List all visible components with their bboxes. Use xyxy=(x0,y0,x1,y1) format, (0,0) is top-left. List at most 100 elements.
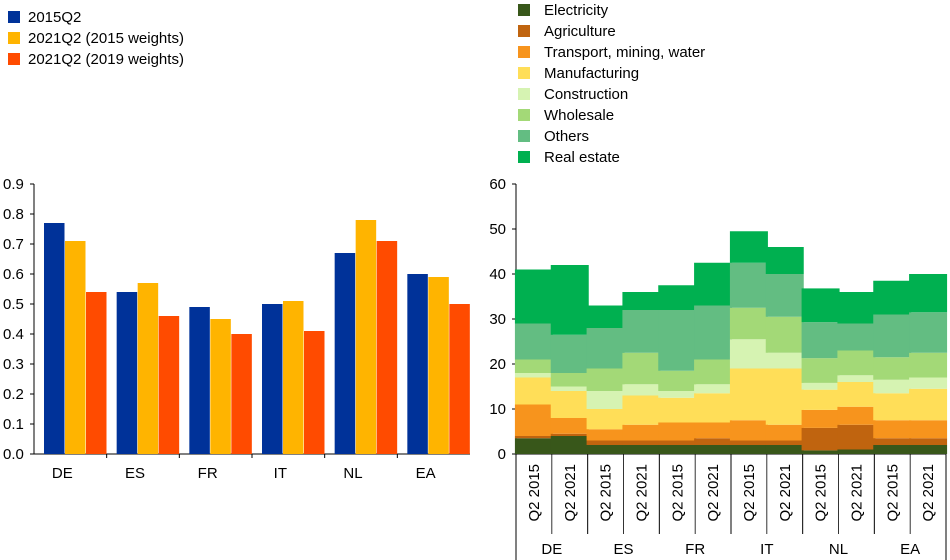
segment-fr-2021-agriculture xyxy=(694,438,733,445)
segment-de-2015-real-estate xyxy=(514,269,553,324)
segment-nl-2021-agriculture xyxy=(837,424,876,450)
segment-it-2015-others xyxy=(729,262,768,308)
bar-it-series-2 xyxy=(283,301,304,454)
segment-it-2015-wholesale xyxy=(729,307,768,340)
x-category-label: DE xyxy=(52,465,73,482)
segment-fr-2015-transport-mining-water xyxy=(658,422,697,441)
segment-de-2015-wholesale xyxy=(514,359,553,373)
legend-swatch-real-estate xyxy=(518,151,530,163)
segment-it-2021-others xyxy=(765,274,804,317)
legend-label-agriculture: Agriculture xyxy=(544,23,616,40)
segment-nl-2021-wholesale xyxy=(837,350,876,376)
x-tick-label: Q2 2021 xyxy=(848,464,865,522)
legend-swatch-wholesale xyxy=(518,109,530,121)
x-tick-label: Q2 2021 xyxy=(633,464,650,522)
y-tick-label: 0.1 xyxy=(3,416,24,433)
bar-nl-series-2 xyxy=(355,220,377,454)
segment-fr-2015-construction xyxy=(658,391,697,398)
y-tick-label: 0.5 xyxy=(3,296,24,313)
segment-fr-2021-manufacturing xyxy=(694,393,733,423)
legend-swatch-manufacturing xyxy=(518,67,530,79)
segment-nl-2021-transport-mining-water xyxy=(837,406,876,425)
segment-de-2015-others xyxy=(514,323,553,360)
segment-de-2015-construction xyxy=(514,373,553,378)
segment-fr-2021-wholesale xyxy=(694,359,733,385)
x-tick-label: Q2 2021 xyxy=(920,464,937,522)
segment-nl-2021-construction xyxy=(837,375,876,382)
bar-es-series-3 xyxy=(158,316,180,454)
y-tick-label: 10 xyxy=(489,401,506,418)
segment-es-2015-wholesale xyxy=(586,368,625,391)
segment-ea-2015-wholesale xyxy=(873,357,912,380)
segment-ea-2021-real-estate xyxy=(909,274,948,313)
y-tick-label: 60 xyxy=(489,176,506,193)
segment-fr-2015-others xyxy=(658,310,697,371)
y-tick-label: 0.9 xyxy=(3,176,24,193)
bar-fr-series-2 xyxy=(210,319,231,454)
legend-label-transport-mining-water: Transport, mining, water xyxy=(544,44,705,61)
bar-ea-series-2 xyxy=(428,277,449,454)
legend-label-wholesale: Wholesale xyxy=(544,107,614,124)
x-tick-label: Q2 2021 xyxy=(777,464,794,522)
segment-fr-2015-wholesale xyxy=(658,370,697,391)
bar-es-series-1 xyxy=(116,292,138,454)
segment-es-2021-electricity xyxy=(622,445,661,454)
x-category-label: ES xyxy=(125,465,145,482)
segment-ea-2015-agriculture xyxy=(873,438,912,445)
segment-es-2015-others xyxy=(586,328,625,369)
segment-es-2021-manufacturing xyxy=(622,395,661,425)
x-tick-label: Q2 2015 xyxy=(813,464,830,522)
x-tick-label: Q2 2015 xyxy=(669,464,686,522)
segment-fr-2021-construction xyxy=(694,384,733,394)
segment-ea-2021-manufacturing xyxy=(909,388,948,421)
y-tick-label: 0.2 xyxy=(3,386,24,403)
bar-nl-series-3 xyxy=(376,241,398,454)
legend-label-real-estate: Real estate xyxy=(544,149,620,166)
segment-es-2015-real-estate xyxy=(586,305,625,328)
segment-it-2021-manufacturing xyxy=(765,368,804,425)
segment-it-2015-transport-mining-water xyxy=(729,420,768,441)
segment-ea-2021-electricity xyxy=(909,445,948,454)
legend-label-3: 2021Q2 (2019 weights) xyxy=(28,51,184,68)
segment-es-2021-agriculture xyxy=(622,440,661,445)
x-category-label: EA xyxy=(416,465,436,482)
segment-nl-2015-agriculture xyxy=(801,427,840,451)
segment-ea-2021-others xyxy=(909,312,948,353)
segment-nl-2015-real-estate xyxy=(801,288,840,323)
segment-fr-2015-manufacturing xyxy=(658,397,697,423)
segment-ea-2021-agriculture xyxy=(909,438,948,445)
y-tick-label: 0.0 xyxy=(3,446,24,463)
legend-swatch-agriculture xyxy=(518,25,530,37)
bar-de-series-2 xyxy=(65,241,86,454)
segment-fr-2021-others xyxy=(694,305,733,360)
segment-nl-2015-wholesale xyxy=(801,358,840,383)
segment-fr-2021-real-estate xyxy=(694,262,733,306)
y-tick-label: 0.3 xyxy=(3,356,24,373)
segment-es-2021-transport-mining-water xyxy=(622,424,661,441)
segment-it-2015-agriculture xyxy=(729,440,768,445)
segment-de-2021-agriculture xyxy=(550,433,589,436)
segment-de-2015-electricity xyxy=(514,438,553,454)
legend-label-1: 2015Q2 xyxy=(28,9,81,26)
segment-fr-2015-agriculture xyxy=(658,440,697,445)
legend-swatch-construction xyxy=(518,88,530,100)
y-tick-label: 0.6 xyxy=(3,266,24,283)
segment-es-2015-transport-mining-water xyxy=(586,429,625,441)
segment-es-2021-construction xyxy=(622,384,661,396)
x-tick-label: Q2 2015 xyxy=(598,464,615,522)
segment-nl-2015-construction xyxy=(801,382,840,390)
segment-it-2021-transport-mining-water xyxy=(765,424,804,441)
legend-label-others: Others xyxy=(544,128,589,145)
segment-it-2021-real-estate xyxy=(765,247,804,274)
segment-it-2015-real-estate xyxy=(729,231,768,263)
segment-es-2021-real-estate xyxy=(622,292,661,310)
segment-es-2015-construction xyxy=(586,391,625,409)
bar-ea-series-3 xyxy=(449,304,470,454)
bar-de-series-1 xyxy=(44,223,65,454)
x-group-label: NL xyxy=(829,541,848,558)
segment-it-2015-electricity xyxy=(729,445,768,454)
segment-de-2021-wholesale xyxy=(550,373,589,387)
x-category-label: FR xyxy=(198,465,218,482)
x-group-label: IT xyxy=(760,541,773,558)
segment-de-2021-others xyxy=(550,334,589,373)
